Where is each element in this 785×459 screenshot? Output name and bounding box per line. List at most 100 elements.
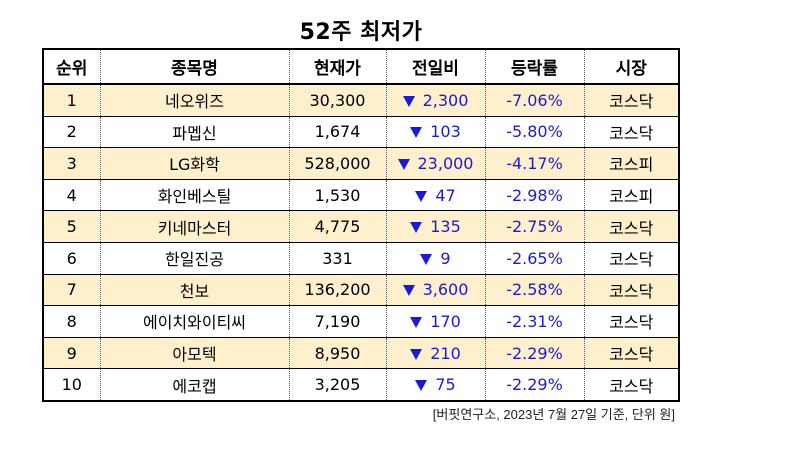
- market-cell: 코스닥: [583, 336, 680, 370]
- change-value: 210: [430, 343, 461, 363]
- name-cell: 에이치와이티씨: [99, 305, 290, 338]
- down-triangle-icon: [410, 127, 423, 139]
- change-cell: 135: [385, 210, 486, 243]
- header-name: 종목명: [99, 48, 290, 85]
- rank-cell: 6: [42, 241, 101, 275]
- price-cell: 3,205: [288, 368, 387, 402]
- change-cell: 9: [385, 241, 486, 275]
- down-triangle-icon: [397, 158, 410, 170]
- market-cell: 코스닥: [583, 273, 680, 307]
- rate-cell: -7.06%: [484, 83, 585, 117]
- price-cell: 4,775: [288, 210, 387, 243]
- market-cell: 코스닥: [583, 115, 680, 149]
- rank-cell: 7: [42, 273, 101, 307]
- market-cell: 코스피: [583, 178, 680, 212]
- down-triangle-icon: [402, 285, 415, 297]
- change-value: 47: [435, 185, 456, 205]
- price-cell: 8,950: [288, 336, 387, 370]
- change-cell: 103: [385, 115, 486, 149]
- rank-cell: 10: [42, 368, 101, 402]
- change-cell: 47: [385, 178, 486, 212]
- rank-cell: 1: [42, 83, 101, 117]
- rate-cell: -2.65%: [484, 241, 585, 275]
- rate-cell: -2.98%: [484, 178, 585, 212]
- down-triangle-icon: [420, 253, 433, 265]
- table-row: 9 아모텍 8,950 210 -2.29% 코스닥: [42, 336, 680, 370]
- name-cell: 에코캡: [99, 368, 290, 402]
- name-cell: 파멥신: [99, 115, 290, 149]
- price-cell: 7,190: [288, 305, 387, 338]
- rate-cell: -2.29%: [484, 336, 585, 370]
- source-note: [버핏연구소, 2023년 7월 27일 기준, 단위 원]: [432, 407, 675, 422]
- market-cell: 코스닥: [583, 83, 680, 117]
- change-cell: 75: [385, 368, 486, 402]
- table-row: 1 네오위즈 30,300 2,300 -7.06% 코스닥: [42, 83, 680, 117]
- rate-cell: -2.58%: [484, 273, 585, 307]
- change-value: 103: [430, 122, 461, 142]
- rank-cell: 2: [42, 115, 101, 149]
- rate-cell: -2.75%: [484, 210, 585, 243]
- table-row: 10 에코캡 3,205 75 -2.29% 코스닥: [42, 368, 680, 402]
- change-value: 9: [440, 248, 451, 268]
- change-value: 3,600: [422, 280, 469, 300]
- rank-cell: 9: [42, 336, 101, 370]
- market-cell: 코스닥: [583, 241, 680, 275]
- change-value: 2,300: [422, 90, 469, 110]
- name-cell: 아모텍: [99, 336, 290, 370]
- name-cell: 한일진공: [99, 241, 290, 275]
- rank-cell: 5: [42, 210, 101, 243]
- down-triangle-icon: [410, 316, 423, 328]
- table-header-row: 순위 종목명 현재가 전일비 등락률 시장: [42, 48, 680, 85]
- change-cell: 2,300: [385, 83, 486, 117]
- price-cell: 30,300: [288, 83, 387, 117]
- name-cell: 키네마스터: [99, 210, 290, 243]
- change-cell: 23,000: [385, 147, 486, 180]
- market-cell: 코스닥: [583, 210, 680, 243]
- table-row: 6 한일진공 331 9 -2.65% 코스닥: [42, 241, 680, 275]
- header-change: 전일비: [385, 48, 486, 85]
- stock-table: 순위 종목명 현재가 전일비 등락률 시장 1 네오위즈 30,300 2,300 -7…: [42, 48, 680, 402]
- price-cell: 1,530: [288, 178, 387, 212]
- change-value: 23,000: [417, 153, 474, 173]
- price-cell: 1,674: [288, 115, 387, 149]
- header-price: 현재가: [288, 48, 387, 85]
- rank-cell: 4: [42, 178, 101, 212]
- price-cell: 528,000: [288, 147, 387, 180]
- change-cell: 210: [385, 336, 486, 370]
- down-triangle-icon: [402, 95, 415, 107]
- market-cell: 코스닥: [583, 368, 680, 402]
- change-value: 170: [430, 311, 461, 331]
- header-rate: 등락률: [484, 48, 585, 85]
- table-row: 4 화인베스틸 1,530 47 -2.98% 코스피: [42, 178, 680, 212]
- header-rank: 순위: [42, 48, 101, 85]
- table-row: 3 LG화학 528,000 23,000 -4.17% 코스피: [42, 147, 680, 180]
- down-triangle-icon: [410, 348, 423, 360]
- rank-cell: 8: [42, 305, 101, 338]
- market-cell: 코스닥: [583, 305, 680, 338]
- down-triangle-icon: [415, 190, 428, 202]
- table-row: 5 키네마스터 4,775 135 -2.75% 코스닥: [42, 210, 680, 243]
- page-title: 52주 최저가: [299, 20, 423, 45]
- table-row: 7 천보 136,200 3,600 -2.58% 코스닥: [42, 273, 680, 307]
- rate-cell: -2.31%: [484, 305, 585, 338]
- rate-cell: -2.29%: [484, 368, 585, 402]
- name-cell: 화인베스틸: [99, 178, 290, 212]
- name-cell: 천보: [99, 273, 290, 307]
- change-value: 135: [430, 217, 461, 237]
- market-cell: 코스피: [583, 147, 680, 180]
- table-row: 8 에이치와이티씨 7,190 170 -2.31% 코스닥: [42, 305, 680, 338]
- change-cell: 170: [385, 305, 486, 338]
- name-cell: LG화학: [99, 147, 290, 180]
- down-triangle-icon: [415, 380, 428, 392]
- rate-cell: -5.80%: [484, 115, 585, 149]
- price-cell: 136,200: [288, 273, 387, 307]
- name-cell: 네오위즈: [99, 83, 290, 117]
- change-value: 75: [435, 375, 456, 395]
- rank-cell: 3: [42, 147, 101, 180]
- down-triangle-icon: [410, 222, 423, 234]
- header-market: 시장: [583, 48, 680, 85]
- price-cell: 331: [288, 241, 387, 275]
- table-row: 2 파멥신 1,674 103 -5.80% 코스닥: [42, 115, 680, 149]
- rate-cell: -4.17%: [484, 147, 585, 180]
- change-cell: 3,600: [385, 273, 486, 307]
